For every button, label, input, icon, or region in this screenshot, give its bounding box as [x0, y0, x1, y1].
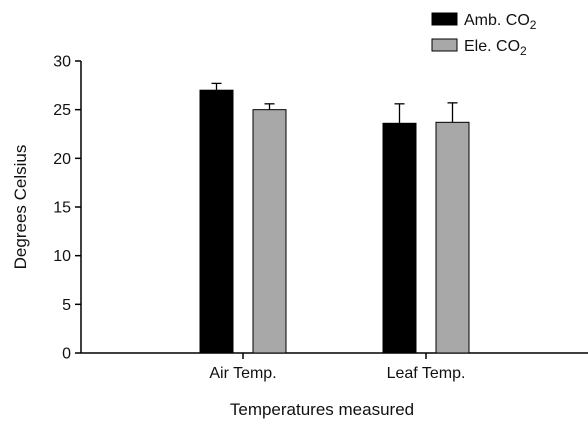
y-ticks: 0 5 10 15 20 25 30: [53, 54, 81, 363]
legend-swatch: [431, 38, 458, 52]
y-tick-label: 15: [53, 200, 71, 217]
legend: Amb. CO2 Ele. CO2: [431, 12, 537, 58]
y-tick-label: 10: [53, 248, 71, 265]
legend-label: Ele. CO2: [464, 38, 527, 58]
y-tick-label: 5: [62, 297, 71, 314]
y-tick-label: 25: [53, 102, 71, 119]
bar-elevated: [252, 109, 287, 354]
y-tick-label: 20: [53, 151, 71, 168]
bar-elevated: [435, 121, 470, 354]
bars: [199, 82, 470, 354]
legend-swatch: [431, 12, 458, 26]
x-tick-label: Air Temp.: [209, 365, 276, 382]
bar-ambient: [382, 122, 417, 354]
x-tick-label: Leaf Temp.: [387, 365, 466, 382]
y-axis: 0 5 10 15 20 25 30: [53, 54, 82, 363]
x-axis-title: Temperatures measured: [230, 400, 414, 419]
y-axis-title: Degrees Celsius: [11, 145, 30, 270]
y-tick-label: 0: [62, 346, 71, 363]
legend-label: Amb. CO2: [464, 12, 537, 32]
y-tick-label: 30: [53, 54, 71, 71]
x-ticks: Air Temp. Leaf Temp.: [209, 353, 465, 382]
bar-ambient: [199, 89, 234, 354]
x-axis: Air Temp. Leaf Temp.: [81, 352, 588, 382]
